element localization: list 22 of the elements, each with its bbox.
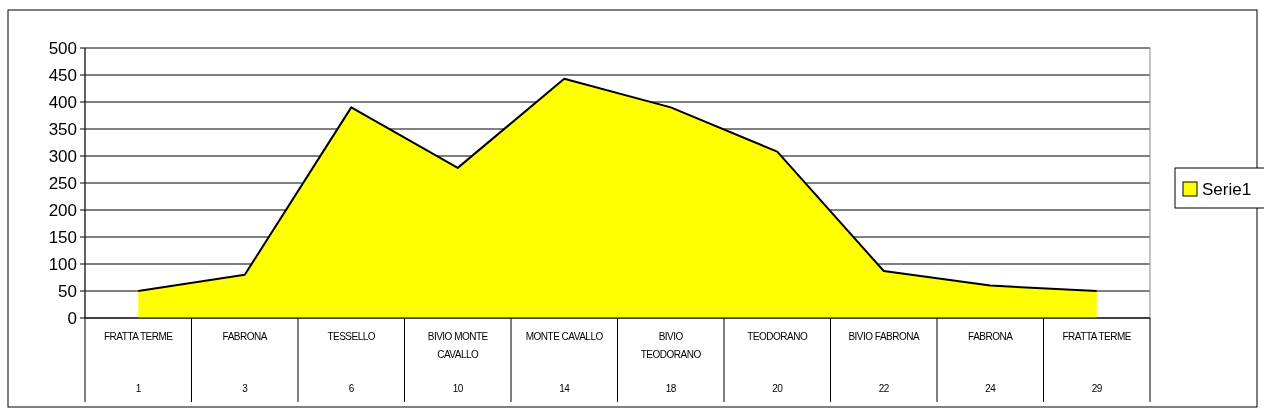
category-label: TEODORANO 20 — [747, 331, 808, 394]
category-label: BIVIO TEODORANO 18 — [640, 331, 701, 394]
y-tick-label: 100 — [48, 254, 77, 274]
category-label: BIVIO MONTE CAVALLO 10 — [427, 331, 488, 394]
category-label: FRATTA TERME 1 — [104, 331, 173, 394]
y-tick-label: 400 — [48, 92, 77, 112]
y-tick-label: 50 — [58, 281, 77, 301]
category-label: FABRONA 3 — [222, 331, 267, 394]
category-label: FABRONA 24 — [968, 331, 1013, 394]
y-tick-label: 250 — [48, 173, 77, 193]
legend-label: Serie1 — [1202, 179, 1252, 199]
y-tick-label: 200 — [48, 200, 77, 220]
y-tick-label: 450 — [48, 65, 77, 85]
y-tick-label: 500 — [48, 38, 77, 58]
category-label: FRATTA TERME 29 — [1062, 331, 1131, 394]
category-label: TESSELLO 6 — [327, 331, 376, 394]
category-label: BIVIO FABRONA 22 — [848, 331, 920, 394]
y-tick-label: 300 — [48, 146, 77, 166]
y-tick-label: 350 — [48, 119, 77, 139]
y-tick-label: 150 — [48, 227, 77, 247]
y-tick-label: 0 — [67, 308, 77, 328]
category-label: MONTE CAVALLO 14 — [525, 331, 603, 394]
